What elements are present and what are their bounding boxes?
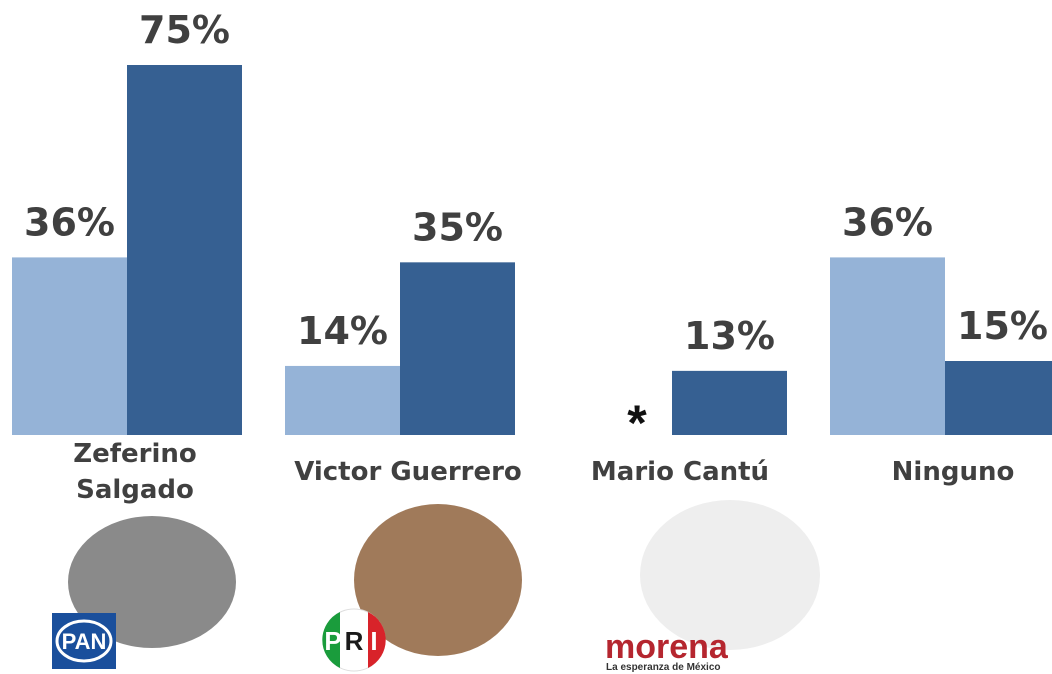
photo [640,500,820,650]
logo-pri-green [322,612,340,668]
bar [127,65,242,435]
logo-pan-text: PAN [62,629,107,654]
logo-pan-ring [55,619,113,663]
x-tick-label: Victor Guerrero [294,457,522,487]
bar [400,262,515,435]
logo-pri-text: P [324,626,341,656]
logo-morena: morena [605,628,729,666]
bar [945,361,1052,435]
x-tick-label: Mario Cantú [590,457,770,487]
annotation: * [627,395,647,451]
value-label: 35% [412,205,503,249]
x-tick-label: Zeferino Salgado [73,439,197,505]
bar [12,257,127,435]
photo [354,504,522,656]
bar [285,365,400,435]
logo-pri-text: R [345,626,364,656]
logo-morena-tagline: La esperanza de México [606,662,721,673]
bar [830,257,945,435]
bar [672,370,787,435]
value-label: 75% [139,8,230,52]
value-label: 36% [24,200,115,244]
logo-pri-red [368,612,386,668]
logo-pri-text: I [370,626,377,656]
x-tick-label: Ninguno [891,457,1015,487]
value-label: 15% [957,304,1048,348]
value-label: 13% [684,314,775,358]
value-label: 36% [842,200,933,244]
value-label: 14% [297,309,388,353]
